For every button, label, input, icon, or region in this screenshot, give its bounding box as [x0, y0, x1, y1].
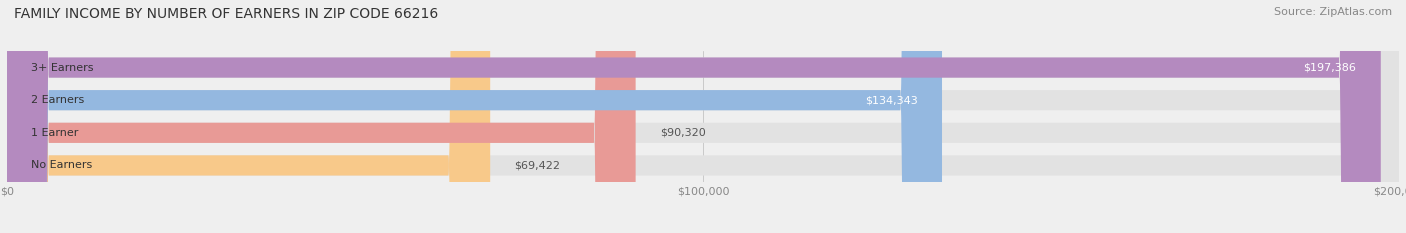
FancyBboxPatch shape: [7, 0, 1399, 233]
Text: 2 Earners: 2 Earners: [31, 95, 84, 105]
Text: 1 Earner: 1 Earner: [31, 128, 79, 138]
Text: $90,320: $90,320: [659, 128, 706, 138]
FancyBboxPatch shape: [7, 0, 1399, 233]
FancyBboxPatch shape: [7, 0, 491, 233]
FancyBboxPatch shape: [7, 0, 1399, 233]
Text: $197,386: $197,386: [1303, 63, 1357, 72]
Text: $69,422: $69,422: [515, 161, 561, 170]
Text: No Earners: No Earners: [31, 161, 93, 170]
Text: FAMILY INCOME BY NUMBER OF EARNERS IN ZIP CODE 66216: FAMILY INCOME BY NUMBER OF EARNERS IN ZI…: [14, 7, 439, 21]
FancyBboxPatch shape: [7, 0, 1381, 233]
FancyBboxPatch shape: [7, 0, 636, 233]
FancyBboxPatch shape: [7, 0, 942, 233]
Text: 3+ Earners: 3+ Earners: [31, 63, 94, 72]
FancyBboxPatch shape: [7, 0, 1399, 233]
Text: Source: ZipAtlas.com: Source: ZipAtlas.com: [1274, 7, 1392, 17]
Text: $134,343: $134,343: [865, 95, 918, 105]
